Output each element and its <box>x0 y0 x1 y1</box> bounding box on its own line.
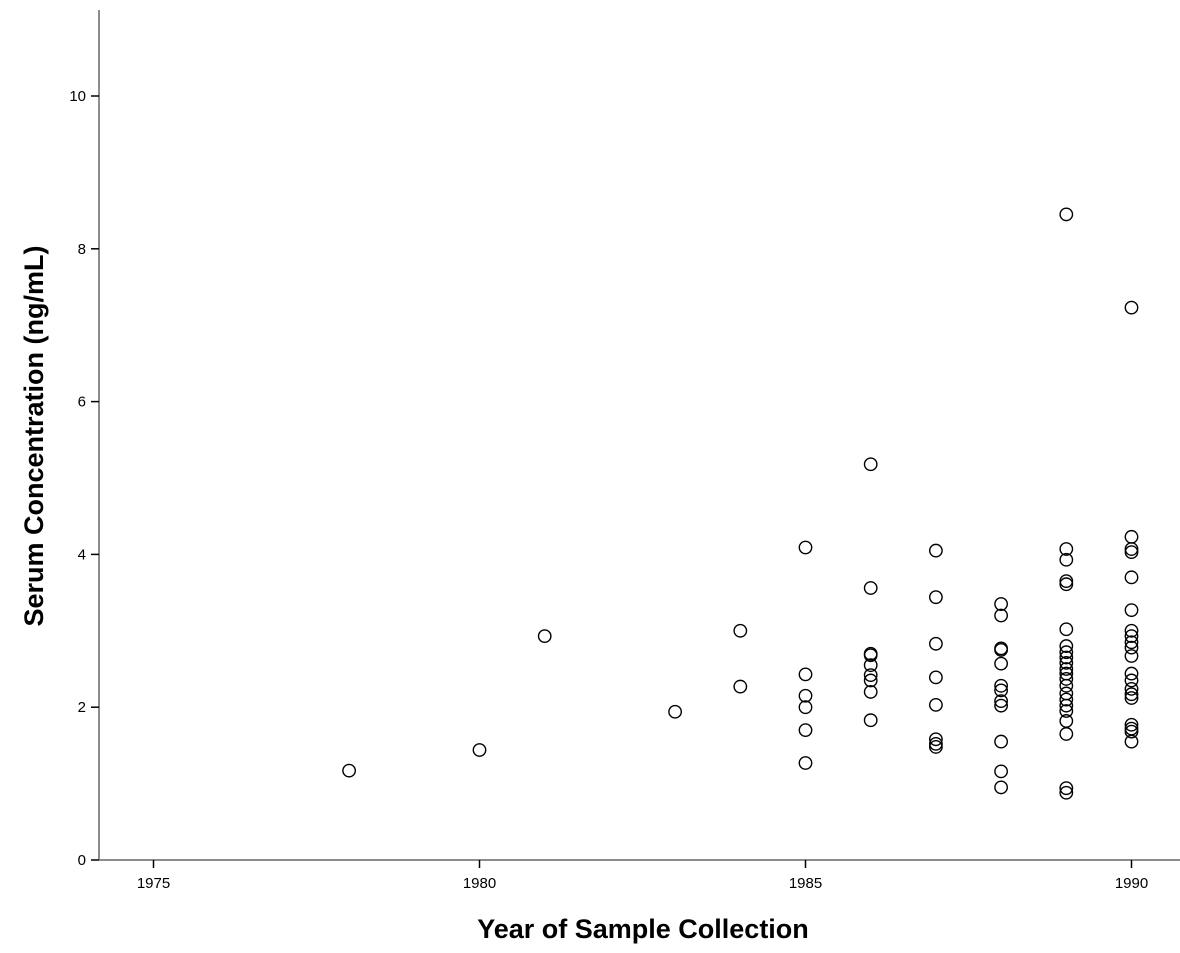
data-point <box>1059 692 1074 707</box>
data-point <box>1124 629 1139 644</box>
data-point <box>1124 681 1139 696</box>
data-point <box>1059 727 1074 741</box>
data-point <box>1124 570 1139 585</box>
data-point <box>863 581 878 595</box>
data-point <box>1124 603 1139 618</box>
data-point <box>994 678 1008 693</box>
data-point <box>1124 635 1139 650</box>
data-point <box>798 688 813 703</box>
data-point <box>1124 687 1139 702</box>
data-point <box>994 734 1008 749</box>
data-point <box>1124 734 1139 749</box>
data-point <box>1124 649 1139 663</box>
data-point <box>994 597 1008 611</box>
data-point <box>1124 300 1139 315</box>
x-axis-title: Year of Sample Collection <box>477 914 809 944</box>
data-point <box>929 732 943 747</box>
data-point <box>1124 666 1139 681</box>
data-point <box>929 740 943 754</box>
data-point <box>668 704 682 719</box>
data-point <box>1124 545 1139 560</box>
y-axis-ticks: 0 2 4 6 8 10 <box>69 88 99 869</box>
data-point <box>994 764 1008 779</box>
y-tick-label: 8 <box>78 241 86 258</box>
data-point <box>1059 698 1074 713</box>
data-point <box>798 540 813 555</box>
data-point <box>798 700 813 715</box>
x-tick-label: 1990 <box>1115 875 1148 892</box>
data-point <box>798 756 813 770</box>
data-point <box>863 457 878 472</box>
data-point <box>1124 623 1139 638</box>
data-point <box>1059 650 1074 665</box>
data-point <box>863 668 878 683</box>
data-point <box>994 780 1008 795</box>
data-point <box>1124 673 1139 688</box>
data-point <box>1059 542 1074 556</box>
data-point <box>863 648 878 663</box>
data-point <box>537 629 552 644</box>
y-tick-label: 2 <box>78 699 86 716</box>
data-point <box>1124 529 1139 544</box>
data-point <box>798 723 813 738</box>
data-point <box>929 590 943 605</box>
data-point <box>733 623 748 638</box>
data-points <box>342 207 1139 800</box>
x-tick-label: 1985 <box>789 875 822 892</box>
data-point <box>929 736 943 751</box>
data-point <box>1059 639 1074 653</box>
data-point <box>1059 672 1074 686</box>
data-point <box>1059 678 1074 693</box>
data-point <box>1124 724 1139 739</box>
data-point <box>863 685 878 699</box>
y-tick-label: 4 <box>78 546 86 563</box>
data-point <box>863 673 878 688</box>
data-point <box>1059 662 1074 676</box>
data-point <box>1059 207 1074 222</box>
data-point <box>798 667 813 682</box>
data-point <box>1059 577 1074 592</box>
data-point <box>994 694 1008 708</box>
data-point <box>929 698 943 712</box>
data-point <box>342 763 356 778</box>
data-point <box>1059 781 1074 796</box>
data-point <box>994 643 1008 657</box>
data-point <box>863 713 878 728</box>
data-point <box>472 743 487 757</box>
data-point <box>994 608 1008 623</box>
data-point <box>1059 645 1074 660</box>
data-point <box>994 698 1008 713</box>
y-tick-label: 10 <box>69 88 86 105</box>
data-point <box>929 636 943 651</box>
data-point <box>1059 785 1074 800</box>
data-point <box>1124 640 1139 655</box>
x-tick-label: 1975 <box>137 875 170 892</box>
axes <box>98 10 1180 861</box>
data-point <box>733 679 748 694</box>
x-axis-ticks: 1975198019851990199520002005 <box>137 860 1148 892</box>
data-point <box>863 658 878 673</box>
data-point <box>1059 655 1074 670</box>
data-point <box>994 683 1008 698</box>
y-axis-title: Serum Concentration (ng/mL) <box>19 245 49 626</box>
data-point <box>1124 542 1139 556</box>
data-point <box>1059 704 1074 718</box>
data-point <box>1059 574 1074 589</box>
data-point <box>994 656 1008 671</box>
y-tick-label: 6 <box>78 394 86 411</box>
data-point <box>1124 691 1139 705</box>
data-point <box>929 670 943 685</box>
x-tick-label: 1980 <box>463 875 496 892</box>
data-point <box>929 543 943 558</box>
data-point <box>1059 552 1074 567</box>
data-point <box>1059 622 1074 637</box>
y-tick-label: 0 <box>78 852 86 869</box>
data-point <box>1124 717 1139 732</box>
